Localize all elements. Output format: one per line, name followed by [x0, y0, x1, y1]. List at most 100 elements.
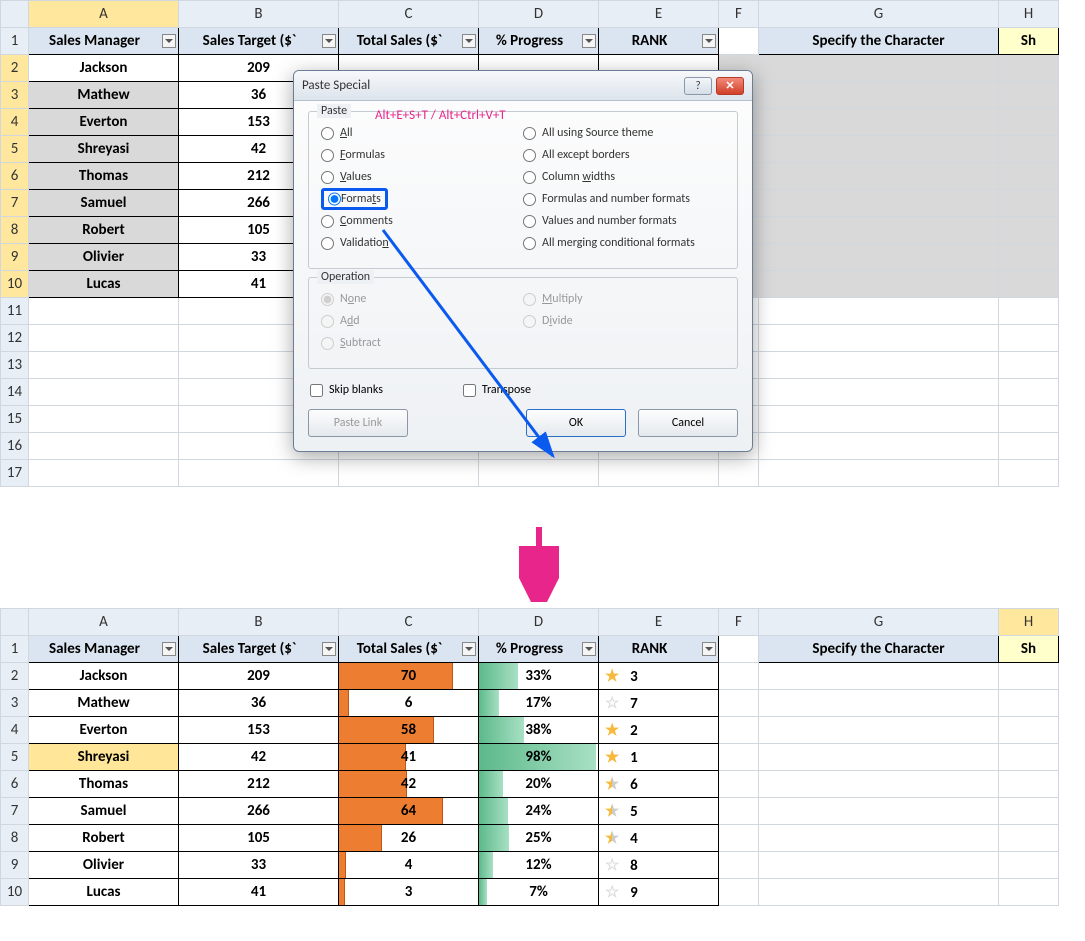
cell[interactable]	[339, 460, 479, 487]
cell-F7[interactable]	[719, 798, 759, 825]
radio-formats[interactable]: Formats	[321, 188, 523, 210]
row-6[interactable]: 6	[1, 163, 29, 190]
header-specify[interactable]: Specify the Character	[759, 28, 999, 55]
filter-icon[interactable]	[322, 34, 336, 48]
close-button[interactable]: ✕	[716, 77, 744, 95]
header-progress[interactable]: % Progress	[479, 28, 599, 55]
row-1[interactable]: 1	[1, 636, 29, 663]
row-4[interactable]: 4	[1, 717, 29, 744]
cell-H9[interactable]	[999, 852, 1059, 879]
cell-A8[interactable]: Robert	[29, 217, 179, 244]
cell-B8[interactable]: 105	[179, 825, 339, 852]
cell[interactable]	[999, 460, 1059, 487]
col-H[interactable]: H	[999, 609, 1059, 636]
row-10[interactable]: 10	[1, 271, 29, 298]
cell-G2[interactable]	[759, 55, 999, 82]
col-F[interactable]: F	[719, 1, 759, 28]
cell[interactable]	[29, 406, 179, 433]
cell-E2[interactable]: ★ 3	[599, 663, 719, 690]
row-4[interactable]: 4	[1, 109, 29, 136]
cell-B7[interactable]: 266	[179, 798, 339, 825]
cell-H7[interactable]	[999, 798, 1059, 825]
cell[interactable]	[29, 460, 179, 487]
radio-all[interactable]: All	[321, 122, 523, 144]
cell-A2[interactable]: Jackson	[29, 663, 179, 690]
cell[interactable]	[999, 298, 1059, 325]
cell-A6[interactable]: Thomas	[29, 163, 179, 190]
cell-C7[interactable]: 64	[339, 798, 479, 825]
cell-E3[interactable]: ☆ 7	[599, 690, 719, 717]
table-row[interactable]: 6 Thomas 212 42 20% ★ 6	[1, 771, 1059, 798]
row-9[interactable]: 9	[1, 852, 29, 879]
cell[interactable]	[29, 298, 179, 325]
cell[interactable]	[759, 406, 999, 433]
cell[interactable]	[29, 433, 179, 460]
cell-A8[interactable]: Robert	[29, 825, 179, 852]
filter-icon[interactable]	[702, 34, 716, 48]
cell-D6[interactable]: 20%	[479, 771, 599, 798]
col-D[interactable]: D	[479, 1, 599, 28]
cell-G3[interactable]	[759, 690, 999, 717]
cell-H8[interactable]	[999, 825, 1059, 852]
cell-B9[interactable]: 33	[179, 852, 339, 879]
cell[interactable]	[29, 325, 179, 352]
col-D[interactable]: D	[479, 609, 599, 636]
cell[interactable]	[999, 379, 1059, 406]
header-progress[interactable]: % Progress	[479, 636, 599, 663]
header-sales-manager[interactable]: Sales Manager	[29, 28, 179, 55]
cell[interactable]	[29, 352, 179, 379]
cell-F1[interactable]	[719, 636, 759, 663]
row-1[interactable]: 1	[1, 28, 29, 55]
cell-G7[interactable]	[759, 798, 999, 825]
cell-G8[interactable]	[759, 825, 999, 852]
filter-icon[interactable]	[162, 642, 176, 656]
row-8[interactable]: 8	[1, 217, 29, 244]
cell-B10[interactable]: 41	[179, 879, 339, 906]
header-sales-target[interactable]: Sales Target ($`	[179, 28, 339, 55]
cell-E7[interactable]: ★ 5	[599, 798, 719, 825]
row-5[interactable]: 5	[1, 744, 29, 771]
cell-C10[interactable]: 3	[339, 879, 479, 906]
cell-H5[interactable]	[999, 136, 1059, 163]
cell-H9[interactable]	[999, 244, 1059, 271]
cell[interactable]	[999, 325, 1059, 352]
col-A[interactable]: A	[29, 1, 179, 28]
cell-A4[interactable]: Everton	[29, 109, 179, 136]
header-rank[interactable]: RANK	[599, 636, 719, 663]
cell-A7[interactable]: Samuel	[29, 798, 179, 825]
cell-H5[interactable]	[999, 744, 1059, 771]
cell-C5[interactable]: 41	[339, 744, 479, 771]
col-H[interactable]: H	[999, 1, 1059, 28]
cell[interactable]	[999, 433, 1059, 460]
titlebar[interactable]: Paste Special ? ✕	[294, 71, 752, 101]
cell-G5[interactable]	[759, 136, 999, 163]
row-3[interactable]: 3	[1, 690, 29, 717]
row-17[interactable]: 17	[1, 460, 29, 487]
cell-E6[interactable]: ★ 6	[599, 771, 719, 798]
cell-A2[interactable]: Jackson	[29, 55, 179, 82]
cell-G2[interactable]	[759, 663, 999, 690]
row-12[interactable]: 12	[1, 325, 29, 352]
cell-A10[interactable]: Lucas	[29, 271, 179, 298]
cell-H8[interactable]	[999, 217, 1059, 244]
transpose-check[interactable]: Transpose	[463, 383, 531, 397]
header-total-sales[interactable]: Total Sales ($`	[339, 28, 479, 55]
header-sales-manager[interactable]: Sales Manager	[29, 636, 179, 663]
cell-E9[interactable]: ☆ 8	[599, 852, 719, 879]
row-14[interactable]: 14	[1, 379, 29, 406]
row-2[interactable]: 2	[1, 663, 29, 690]
cell[interactable]	[179, 460, 339, 487]
filter-icon[interactable]	[702, 642, 716, 656]
col-C[interactable]: C	[339, 1, 479, 28]
table-row[interactable]: 10 Lucas 41 3 7% ☆ 9	[1, 879, 1059, 906]
cell-H10[interactable]	[999, 879, 1059, 906]
cell-F10[interactable]	[719, 879, 759, 906]
cell-G10[interactable]	[759, 879, 999, 906]
cell-C6[interactable]: 42	[339, 771, 479, 798]
cell-E10[interactable]: ☆ 9	[599, 879, 719, 906]
cell-D4[interactable]: 38%	[479, 717, 599, 744]
cell-D8[interactable]: 25%	[479, 825, 599, 852]
select-all-corner[interactable]	[1, 609, 29, 636]
row-7[interactable]: 7	[1, 798, 29, 825]
header-total-sales[interactable]: Total Sales ($`	[339, 636, 479, 663]
